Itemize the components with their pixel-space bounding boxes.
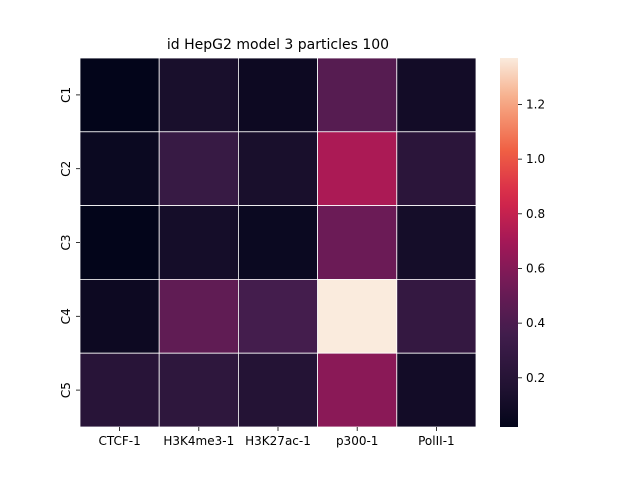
colorbar-tick-label: 0.8	[526, 207, 545, 221]
x-tick-label: p300-1	[336, 434, 379, 448]
heatmap-cell-C1-H3K27ac-1	[237, 57, 318, 133]
heatmap-cell-C3-p300-1	[317, 205, 398, 280]
x-tick-label: H3K27ac-1	[245, 434, 311, 448]
colorbar-tick-label: 0.6	[526, 261, 545, 275]
heatmap-cell-C2-PolII-1	[396, 131, 477, 207]
heatmap-cell-C4-H3K27ac-1	[237, 278, 318, 354]
colorbar-gradient	[500, 58, 518, 427]
heatmap-cell-C4-PolII-1	[396, 278, 477, 354]
x-tick-label: H3K4me3-1	[163, 434, 234, 448]
colorbar-tick-label: 0.2	[526, 371, 545, 385]
heatmap-cell-C3-H3K4me3-1	[158, 205, 239, 280]
colorbar-tick-label: 0.4	[526, 316, 545, 330]
y-tick-label: C5	[59, 382, 73, 398]
heatmap-cell-C2-p300-1	[317, 131, 398, 207]
y-tick-label: C4	[59, 308, 73, 324]
heatmap-cell-C1-PolII-1	[396, 57, 477, 133]
heatmap-cell-C2-CTCF-1	[79, 131, 160, 207]
y-tick-label: C2	[59, 161, 73, 177]
heatmap-cell-C5-p300-1	[317, 352, 398, 428]
heatmap-cell-C5-H3K27ac-1	[237, 352, 318, 428]
heatmap-cell-C5-H3K4me3-1	[158, 352, 239, 428]
heatmap-cell-C5-PolII-1	[396, 352, 477, 428]
chart-title: id HepG2 model 3 particles 100	[167, 37, 389, 53]
y-tick-label: C3	[59, 234, 73, 250]
x-tick-label: PolII-1	[418, 434, 455, 448]
heatmap-cell-C3-PolII-1	[396, 205, 477, 280]
colorbar: 0.2 0.4 0.6 0.8 1.0 1.2	[500, 58, 545, 427]
heatmap-cell-C3-H3K27ac-1	[237, 205, 318, 280]
colorbar-tick-label: 1.0	[526, 152, 545, 166]
heatmap-cell-C2-H3K4me3-1	[158, 131, 239, 207]
heatmap-cell-C2-H3K27ac-1	[237, 131, 318, 207]
heatmap-cell-C4-p300-1	[317, 278, 398, 354]
y-tick-label: C1	[59, 87, 73, 103]
heatmap-cell-C4-H3K4me3-1	[158, 278, 239, 354]
x-tick-label: CTCF-1	[98, 434, 140, 448]
heatmap-cell-C3-CTCF-1	[79, 205, 160, 280]
heatmap-cell-C4-CTCF-1	[79, 278, 160, 354]
heatmap-cell-C5-CTCF-1	[79, 352, 160, 428]
heatmap-cell-C1-H3K4me3-1	[158, 57, 239, 133]
y-axis-ticks: C1 C2 C3 C4 C5	[59, 87, 80, 398]
heatmap-cell-C1-CTCF-1	[79, 57, 160, 133]
colorbar-tick-label: 1.2	[526, 97, 545, 111]
x-axis-ticks: CTCF-1 H3K4me3-1 H3K27ac-1 p300-1 PolII-1	[98, 427, 455, 448]
heatmap-cells	[79, 57, 477, 428]
heatmap-cell-C1-p300-1	[317, 57, 398, 133]
